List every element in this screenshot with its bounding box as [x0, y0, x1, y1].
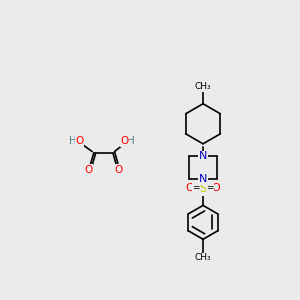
Text: N: N: [199, 174, 207, 184]
Text: O: O: [114, 165, 122, 175]
Text: H: H: [127, 136, 134, 146]
Text: S: S: [199, 182, 207, 195]
Text: H: H: [69, 136, 77, 146]
Text: O: O: [76, 136, 84, 146]
Text: O: O: [186, 184, 194, 194]
Text: N: N: [199, 151, 207, 161]
Text: O: O: [212, 184, 220, 194]
Text: CH₃: CH₃: [195, 82, 211, 91]
Text: CH₃: CH₃: [195, 253, 211, 262]
Text: O: O: [120, 136, 129, 146]
Text: =: =: [192, 183, 200, 192]
Text: O: O: [84, 165, 92, 175]
Text: =: =: [206, 183, 214, 192]
